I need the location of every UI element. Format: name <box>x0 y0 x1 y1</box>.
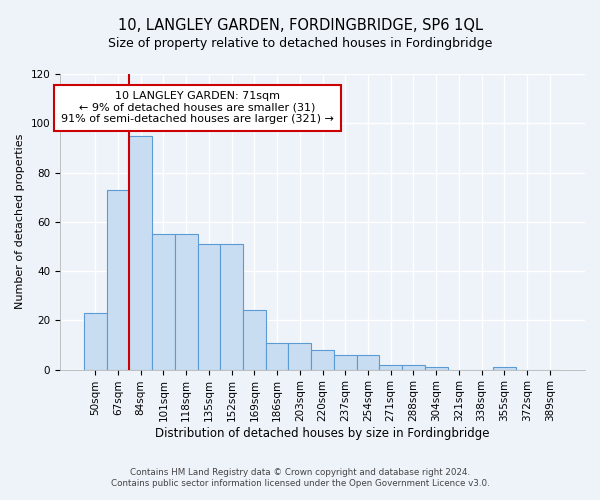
Bar <box>84 313 107 370</box>
Bar <box>266 342 289 369</box>
Text: 10, LANGLEY GARDEN, FORDINGBRIDGE, SP6 1QL: 10, LANGLEY GARDEN, FORDINGBRIDGE, SP6 1… <box>118 18 482 32</box>
Bar <box>220 244 243 370</box>
Bar <box>425 367 448 370</box>
Bar <box>289 342 311 369</box>
Bar <box>379 364 402 370</box>
Bar <box>152 234 175 370</box>
Bar <box>334 355 356 370</box>
Bar <box>356 355 379 370</box>
Text: 10 LANGLEY GARDEN: 71sqm
← 9% of detached houses are smaller (31)
91% of semi-de: 10 LANGLEY GARDEN: 71sqm ← 9% of detache… <box>61 91 334 124</box>
Bar <box>311 350 334 370</box>
Bar <box>493 367 515 370</box>
Text: Contains HM Land Registry data © Crown copyright and database right 2024.
Contai: Contains HM Land Registry data © Crown c… <box>110 468 490 487</box>
Bar <box>243 310 266 370</box>
Bar <box>402 364 425 370</box>
Bar <box>175 234 197 370</box>
Y-axis label: Number of detached properties: Number of detached properties <box>15 134 25 310</box>
X-axis label: Distribution of detached houses by size in Fordingbridge: Distribution of detached houses by size … <box>155 427 490 440</box>
Text: Size of property relative to detached houses in Fordingbridge: Size of property relative to detached ho… <box>108 38 492 51</box>
Bar <box>130 136 152 370</box>
Bar <box>197 244 220 370</box>
Bar <box>107 190 130 370</box>
